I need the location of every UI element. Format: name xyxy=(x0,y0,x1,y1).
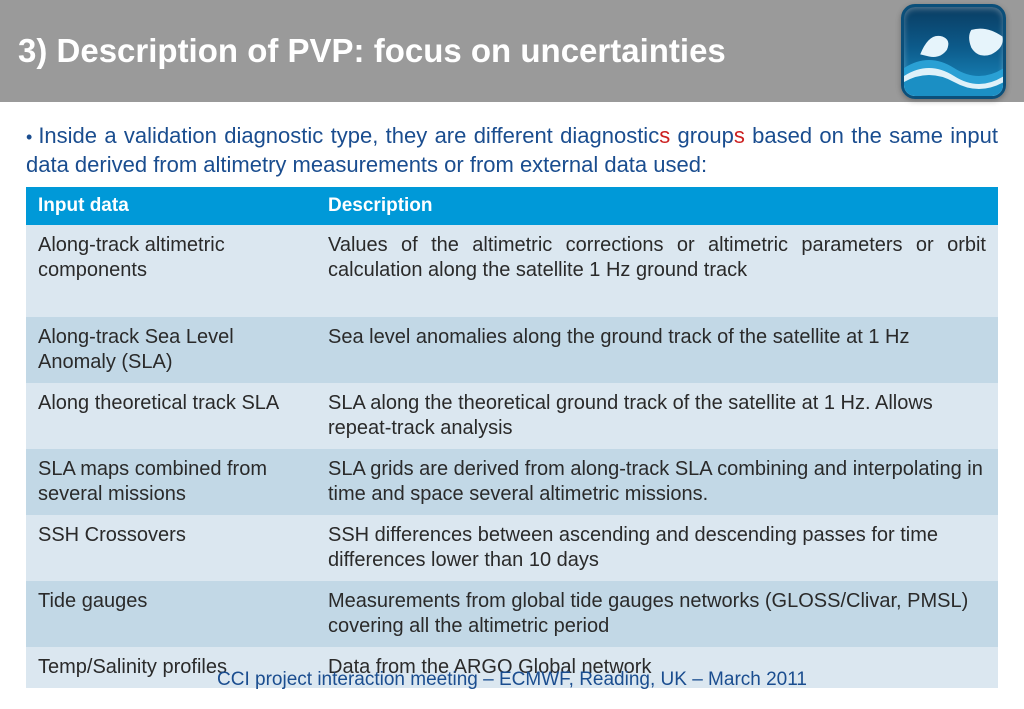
table-header-row: Input data Description xyxy=(26,187,998,225)
table-cell-input: SLA maps combined from several missions xyxy=(26,449,316,515)
intro-mid: group xyxy=(670,123,734,148)
table-cell-input: Along-track Sea Level Anomaly (SLA) xyxy=(26,317,316,383)
table-row: Tide gaugesMeasurements from global tide… xyxy=(26,581,998,647)
table-row: Along-track Sea Level Anomaly (SLA)Sea l… xyxy=(26,317,998,383)
table-header-desc: Description xyxy=(316,187,998,225)
logo-icon xyxy=(901,4,1006,99)
bullet-icon: • xyxy=(26,127,32,147)
intro-red-2: s xyxy=(734,123,745,148)
slide-title: 3) Description of PVP: focus on uncertai… xyxy=(18,32,726,70)
table-row: Along theoretical track SLASLA along the… xyxy=(26,383,998,449)
table-cell-desc: Values of the altimetric corrections or … xyxy=(316,225,998,317)
slide-header: 3) Description of PVP: focus on uncertai… xyxy=(0,0,1024,102)
table-row: SSH CrossoversSSH differences between as… xyxy=(26,515,998,581)
table-header-input: Input data xyxy=(26,187,316,225)
data-table: Input data Description Along-track altim… xyxy=(26,187,998,688)
slide-footer: CCI project interaction meeting – ECMWF,… xyxy=(0,669,1024,691)
table-cell-input: Along theoretical track SLA xyxy=(26,383,316,449)
intro-pre: Inside a validation diagnostic type, the… xyxy=(38,123,659,148)
table-cell-desc: SSH differences between ascending and de… xyxy=(316,515,998,581)
slide-content: • Inside a validation diagnostic type, th… xyxy=(0,102,1024,688)
table-cell-input: Tide gauges xyxy=(26,581,316,647)
table-row: Along-track altimetric componentsValues … xyxy=(26,225,998,317)
wave-icon xyxy=(904,48,1004,96)
table-cell-desc: Measurements from global tide gauges net… xyxy=(316,581,998,647)
intro-text: • Inside a validation diagnostic type, th… xyxy=(26,122,998,179)
table-cell-desc: Sea level anomalies along the ground tra… xyxy=(316,317,998,383)
table-cell-desc: SLA along the theoretical ground track o… xyxy=(316,383,998,449)
table-cell-input: Along-track altimetric components xyxy=(26,225,316,317)
table-row: SLA maps combined from several missionsS… xyxy=(26,449,998,515)
table-cell-desc: SLA grids are derived from along-track S… xyxy=(316,449,998,515)
intro-red-1: s xyxy=(659,123,670,148)
table-cell-input: SSH Crossovers xyxy=(26,515,316,581)
